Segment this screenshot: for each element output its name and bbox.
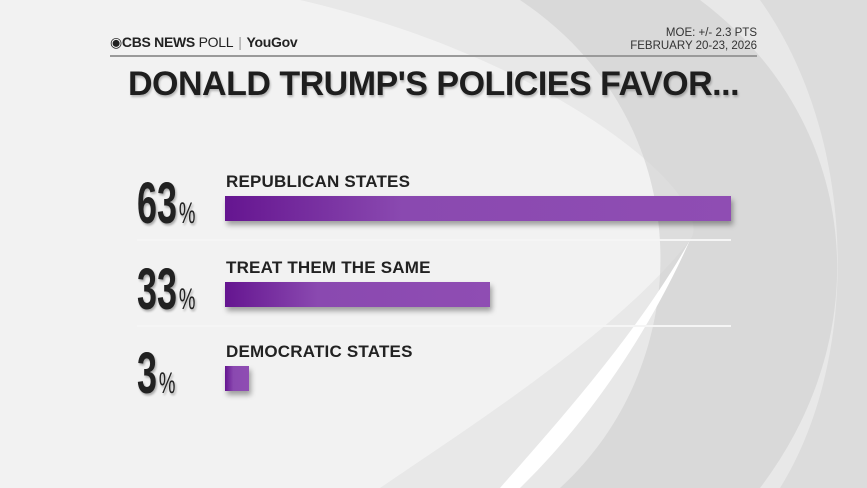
poll-dates: FEBRUARY 20-23, 2026 — [630, 40, 757, 52]
value-label: 3% — [137, 345, 175, 413]
row-divider — [137, 239, 731, 241]
brand-name: CBS NEWS — [121, 34, 195, 50]
cbs-news-poll-logo: ◉CBS NEWS POLL | YouGov — [110, 34, 298, 50]
percent-sign: % — [158, 367, 176, 400]
value-number: 3 — [137, 341, 158, 406]
poll-meta: MOE: +/- 2.3 PTS FEBRUARY 20-23, 2026 — [630, 27, 757, 53]
category-label: TREAT THEM THE SAME — [226, 258, 431, 277]
margin-of-error: MOE: +/- 2.3 PTS — [665, 27, 757, 39]
value-label: 33% — [137, 261, 195, 329]
cbs-eye-icon: ◉ — [110, 34, 122, 50]
percent-sign: % — [178, 197, 196, 230]
brand-suffix: POLL — [198, 34, 234, 50]
percent-sign: % — [178, 283, 196, 316]
bar — [225, 282, 491, 307]
partner-logo: YouGov — [246, 34, 298, 50]
value-number: 33 — [137, 257, 177, 322]
value-number: 63 — [137, 171, 177, 236]
category-label: DEMOCRATIC STATES — [226, 342, 413, 361]
header-rule — [110, 55, 757, 57]
value-label: 63% — [137, 175, 195, 243]
category-label: REPUBLICAN STATES — [226, 172, 411, 191]
row-divider — [137, 325, 731, 327]
chart-title: DONALD TRUMP'S POLICIES FAVOR... — [127, 65, 740, 103]
bar — [225, 196, 731, 221]
bar — [225, 366, 250, 391]
